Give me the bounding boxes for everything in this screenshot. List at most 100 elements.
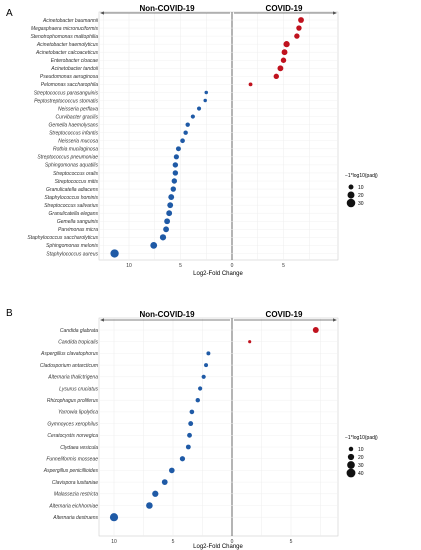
- b-data-point: [206, 351, 211, 356]
- a-category-label: Enterobacter cloacae: [51, 58, 98, 64]
- b-legend-size-symbol: [347, 453, 355, 461]
- b-data-point: [198, 386, 203, 391]
- a-category-label: Stenotrophomonas maltophilia: [30, 34, 98, 40]
- b-data-point: [146, 502, 153, 509]
- a-data-point: [280, 57, 287, 63]
- a-category-label: Sphingomonas aquatilis: [45, 163, 99, 169]
- panel-a-legend: −1*log10(padj) 10 20 30: [345, 173, 378, 208]
- a-data-point: [190, 114, 195, 119]
- a-data-point: [163, 226, 169, 233]
- a-category-label: Pseudomonas aeruginosa: [40, 74, 98, 80]
- b-data-point: [152, 490, 159, 497]
- a-data-point: [204, 90, 208, 95]
- a-data-point: [171, 178, 178, 184]
- a-data-point: [203, 98, 207, 103]
- a-category-label: Granulicatella adiacens: [46, 187, 98, 193]
- b-category-label: Clydaea vesicula: [60, 445, 98, 451]
- a-data-point: [175, 146, 181, 152]
- a-data-point: [294, 33, 300, 39]
- a-x-tick-label: 0: [231, 263, 234, 269]
- panel-a-xlabel: Log2-Fold Change: [193, 271, 243, 277]
- a-legend-size-symbol: [347, 191, 355, 199]
- a-category-label: Granulicatella elegans: [49, 211, 99, 217]
- b-x-tick-label: 5: [290, 539, 293, 545]
- b-legend-size-symbol: [347, 461, 355, 469]
- a-data-point: [173, 154, 179, 160]
- b-category-label: Rhizophagus proliferus: [47, 398, 99, 404]
- a-legend-size-symbol: [346, 198, 356, 208]
- a-category-label: Parvimonas micra: [58, 227, 98, 233]
- a-data-point: [164, 218, 171, 225]
- b-legend-size-symbol: [346, 468, 356, 478]
- a-data-point: [170, 186, 176, 192]
- a-x-tick-label: 5: [282, 263, 285, 269]
- a-legend-size-label: 20: [358, 193, 364, 199]
- a-data-point: [283, 41, 290, 48]
- a-category-label: Staphylococcus hominis: [44, 195, 98, 201]
- b-data-point: [248, 340, 252, 344]
- panel-a-legend-title: −1*log10(padj): [345, 173, 378, 179]
- a-x-tick-label: 5: [179, 263, 182, 269]
- a-category-label: Gemella sanguinis: [57, 219, 99, 225]
- a-category-label: Rothia mucilaginosa: [53, 147, 98, 153]
- a-category-label: Megasphaera micronuciformis: [31, 26, 98, 32]
- b-legend-size-label: 30: [358, 463, 364, 469]
- a-data-point: [296, 25, 302, 31]
- a-data-point: [196, 106, 202, 111]
- panel-b-legend-title: −1*log10(padj): [345, 435, 378, 441]
- a-category-label: Pelomonas saccharophila: [41, 82, 98, 88]
- a-data-point: [150, 242, 158, 249]
- b-data-point: [185, 444, 191, 450]
- panel-a-right-group: COVID-19: [266, 4, 303, 13]
- a-category-label: Staphylococcus saccharolyticus: [27, 235, 98, 241]
- a-data-point: [273, 73, 279, 80]
- a-x-tick-label: 10: [126, 263, 132, 269]
- a-data-point: [185, 122, 190, 127]
- b-data-point: [312, 327, 319, 333]
- b-x-tick-label: 5: [172, 539, 175, 545]
- panel-b-left-group: Non-COVID-19: [139, 310, 195, 319]
- a-data-point: [167, 202, 174, 209]
- b-data-point: [169, 467, 175, 474]
- a-data-point: [172, 170, 179, 176]
- b-category-label: Aspergillus penicillioides: [43, 468, 99, 474]
- a-category-label: Sphingomonas melonis: [46, 243, 98, 249]
- b-category-label: Aspergillus clavatophorus: [40, 351, 98, 357]
- b-legend-size-label: 20: [358, 455, 364, 461]
- b-data-point: [189, 409, 195, 415]
- b-category-label: Yarrowia lipolytica: [58, 410, 98, 416]
- a-category-label: Neisseria mucosa: [58, 139, 98, 145]
- panel-b-legend: −1*log10(padj) 10 20 30 40: [345, 435, 378, 478]
- a-data-point: [281, 49, 288, 56]
- a-data-point: [166, 210, 173, 217]
- b-category-label: Candida tropicalis: [58, 340, 98, 346]
- b-category-label: Alternaria thalictrigena: [47, 375, 98, 381]
- b-category-label: Candida glabrata: [60, 328, 98, 334]
- b-category-label: Gymnoyces xerophilus: [47, 421, 98, 427]
- a-data-point: [180, 138, 185, 144]
- a-data-point: [183, 130, 188, 135]
- a-category-label: Acinetobacter tandoii: [50, 66, 99, 72]
- b-data-point: [195, 397, 200, 403]
- b-data-point: [204, 363, 209, 368]
- b-category-label: Funneliformis mosseae: [46, 457, 98, 463]
- b-legend-size-label: 40: [358, 471, 364, 477]
- panel-a-plot-area: [98, 11, 339, 261]
- a-data-point: [277, 65, 284, 72]
- panel-b-right-group: COVID-19: [266, 310, 303, 319]
- a-legend-size-label: 10: [358, 185, 364, 191]
- a-category-label: Streptococcus mitis: [55, 179, 99, 185]
- b-data-point: [179, 456, 186, 462]
- a-category-label: Acinetobacter baumannii: [42, 18, 99, 24]
- a-category-label: Peptostreptococcus stomatis: [34, 98, 98, 104]
- a-category-label: Streptococcus salivarius: [44, 203, 98, 209]
- b-data-point: [187, 432, 192, 438]
- panel-b-xlabel: Log2-Fold Change: [193, 544, 243, 550]
- a-category-label: Curvibacter gracilis: [55, 114, 98, 120]
- b-category-label: Malassezia restricta: [54, 492, 98, 498]
- a-category-label: Staphylococcus aureus: [46, 251, 98, 257]
- a-data-point: [159, 234, 167, 241]
- a-category-label: Neisseria perflava: [58, 106, 98, 112]
- a-data-point: [248, 82, 253, 87]
